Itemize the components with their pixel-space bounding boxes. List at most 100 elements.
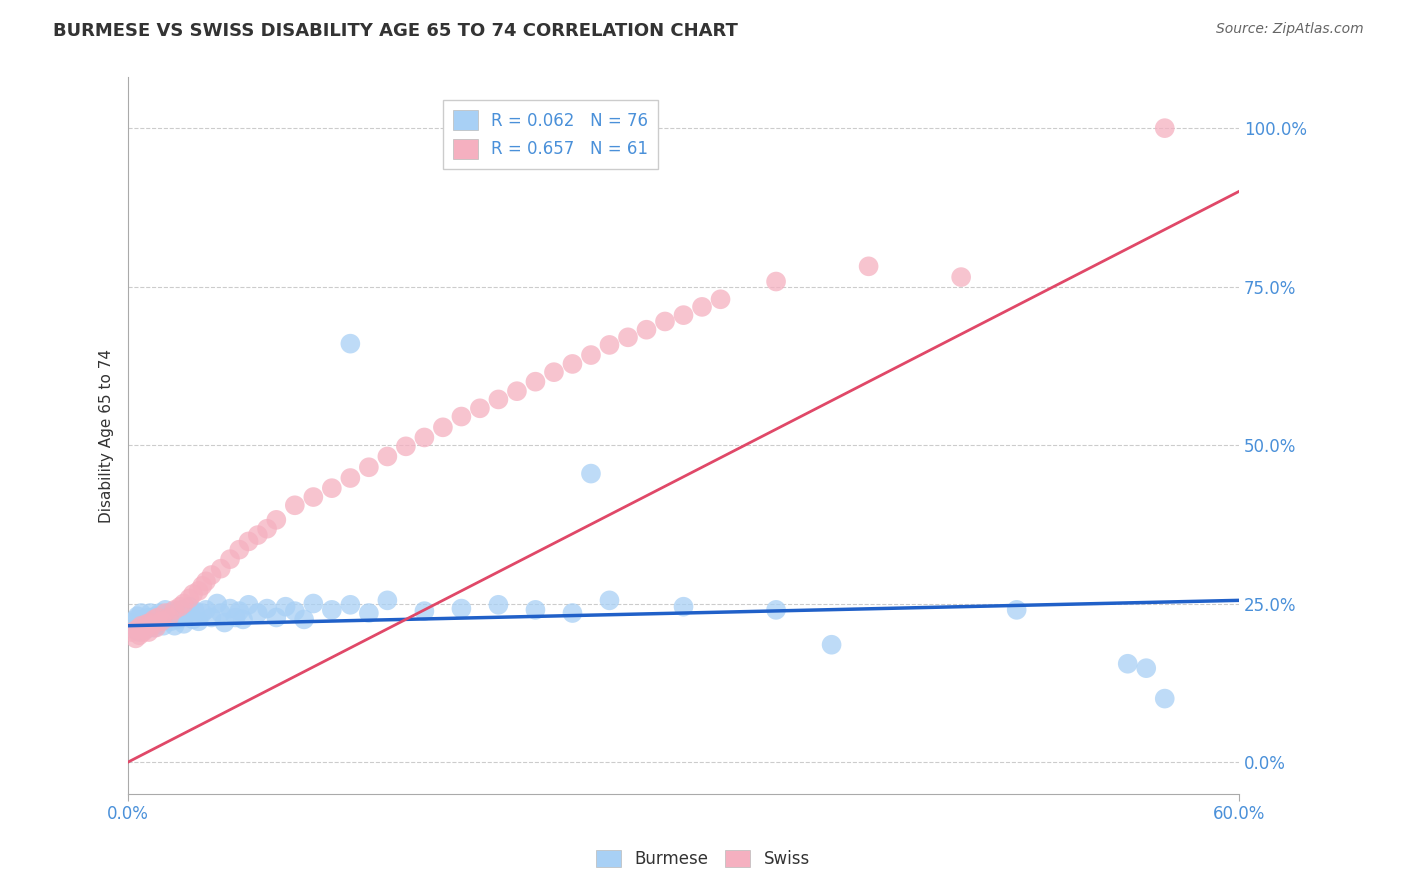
Point	[176, 606, 198, 620]
Point	[155, 610, 177, 624]
Point	[339, 471, 361, 485]
Point	[654, 314, 676, 328]
Point	[209, 606, 232, 620]
Point	[321, 481, 343, 495]
Point	[191, 606, 214, 620]
Point	[617, 330, 640, 344]
Point	[150, 614, 173, 628]
Point	[598, 338, 620, 352]
Point	[765, 275, 787, 289]
Point	[157, 606, 180, 620]
Point	[302, 490, 325, 504]
Point	[121, 615, 143, 630]
Point	[138, 610, 160, 624]
Point	[468, 401, 491, 416]
Point	[187, 583, 209, 598]
Point	[169, 599, 191, 614]
Point	[413, 430, 436, 444]
Point	[321, 603, 343, 617]
Point	[274, 599, 297, 614]
Point	[561, 606, 583, 620]
Point	[169, 603, 191, 617]
Point	[132, 625, 155, 640]
Point	[167, 612, 190, 626]
Point	[122, 622, 145, 636]
Point	[284, 604, 307, 618]
Point	[132, 612, 155, 626]
Point	[284, 498, 307, 512]
Point	[858, 260, 880, 274]
Point	[146, 610, 169, 624]
Point	[150, 614, 173, 628]
Point	[709, 293, 731, 307]
Point	[256, 522, 278, 536]
Point	[173, 597, 195, 611]
Point	[184, 604, 207, 618]
Point	[339, 598, 361, 612]
Point	[139, 618, 162, 632]
Point	[450, 409, 472, 424]
Point	[357, 606, 380, 620]
Point	[143, 612, 166, 626]
Point	[146, 616, 169, 631]
Point	[524, 603, 547, 617]
Point	[450, 601, 472, 615]
Point	[163, 618, 186, 632]
Point	[143, 621, 166, 635]
Point	[173, 609, 195, 624]
Point	[141, 618, 163, 632]
Point	[132, 618, 155, 632]
Legend: R = 0.062   N = 76, R = 0.657   N = 61: R = 0.062 N = 76, R = 0.657 N = 61	[443, 100, 658, 169]
Point	[636, 323, 658, 337]
Point	[228, 542, 250, 557]
Point	[579, 467, 602, 481]
Point	[543, 365, 565, 379]
Point	[377, 593, 399, 607]
Point	[214, 615, 236, 630]
Point	[302, 597, 325, 611]
Point	[155, 606, 177, 620]
Point	[141, 615, 163, 630]
Point	[228, 604, 250, 618]
Point	[256, 601, 278, 615]
Point	[128, 625, 150, 640]
Point	[187, 614, 209, 628]
Point	[672, 308, 695, 322]
Point	[135, 616, 157, 631]
Point	[524, 375, 547, 389]
Point	[152, 618, 174, 632]
Point	[266, 610, 288, 624]
Point	[129, 606, 152, 620]
Point	[129, 618, 152, 632]
Point	[163, 604, 186, 618]
Point	[219, 601, 242, 615]
Point	[1116, 657, 1139, 671]
Point	[377, 450, 399, 464]
Point	[124, 612, 146, 626]
Point	[486, 598, 509, 612]
Point	[128, 628, 150, 642]
Point	[139, 615, 162, 630]
Point	[225, 610, 247, 624]
Point	[1153, 691, 1175, 706]
Point	[135, 614, 157, 628]
Point	[579, 348, 602, 362]
Y-axis label: Disability Age 65 to 74: Disability Age 65 to 74	[100, 349, 114, 523]
Point	[598, 593, 620, 607]
Point	[191, 579, 214, 593]
Point	[246, 606, 269, 620]
Point	[1005, 603, 1028, 617]
Point	[238, 534, 260, 549]
Point	[266, 513, 288, 527]
Point	[672, 599, 695, 614]
Point	[232, 612, 254, 626]
Point	[121, 625, 143, 640]
Point	[134, 622, 156, 636]
Point	[486, 392, 509, 407]
Point	[155, 603, 177, 617]
Point	[246, 528, 269, 542]
Point	[339, 336, 361, 351]
Point	[413, 604, 436, 618]
Legend: Burmese, Swiss: Burmese, Swiss	[589, 843, 817, 875]
Point	[181, 587, 204, 601]
